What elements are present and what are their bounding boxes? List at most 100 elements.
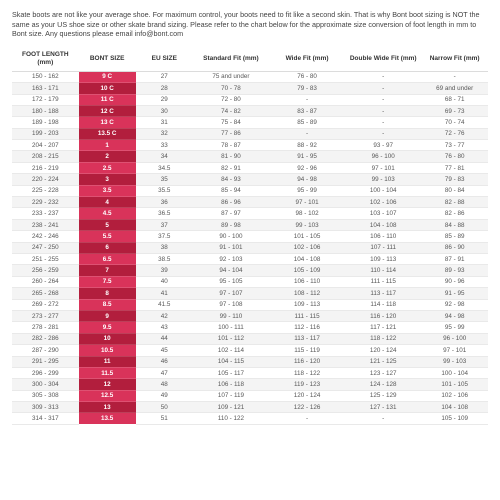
table-row: 180 - 18812 C3074 - 8283 - 87-69 - 73 [12, 105, 488, 116]
table-cell: 91 - 101 [193, 242, 269, 253]
table-cell: 51 [136, 413, 193, 424]
cell-bont-size: 11 [79, 356, 136, 367]
table-cell: 72 - 76 [421, 128, 488, 139]
table-cell: 76 - 80 [421, 151, 488, 162]
table-cell: 104 - 108 [269, 254, 345, 265]
table-cell: 172 - 179 [12, 94, 79, 105]
table-cell: 78 - 87 [193, 140, 269, 151]
table-cell: 42 [136, 310, 193, 321]
table-cell: 75 and under [193, 71, 269, 82]
table-cell: 251 - 255 [12, 254, 79, 265]
table-cell: 81 - 90 [193, 151, 269, 162]
table-cell: 216 - 219 [12, 162, 79, 173]
page-container: Skate boots are not like your average sh… [0, 0, 500, 500]
table-cell: 99 - 103 [421, 356, 488, 367]
cell-bont-size: 9 C [79, 71, 136, 82]
table-cell: 109 - 113 [345, 254, 421, 265]
table-row: 247 - 25063891 - 101102 - 106107 - 11186… [12, 242, 488, 253]
table-cell: 256 - 259 [12, 265, 79, 276]
table-cell: 111 - 115 [345, 276, 421, 287]
table-cell: 102 - 106 [269, 242, 345, 253]
table-row: 256 - 25973994 - 104105 - 109110 - 11489… [12, 265, 488, 276]
cell-bont-size: 11 C [79, 94, 136, 105]
table-cell: 83 - 87 [269, 105, 345, 116]
table-row: 189 - 19813 C3175 - 8485 - 89-70 - 74 [12, 117, 488, 128]
table-cell: 111 - 115 [269, 310, 345, 321]
table-cell: 97 - 107 [193, 288, 269, 299]
table-cell: 94 - 104 [193, 265, 269, 276]
table-cell: 106 - 118 [193, 379, 269, 390]
cell-bont-size: 6 [79, 242, 136, 253]
table-cell: 85 - 89 [421, 231, 488, 242]
table-cell: 118 - 122 [269, 367, 345, 378]
table-cell: 36.5 [136, 208, 193, 219]
table-cell: 76 - 80 [269, 71, 345, 82]
table-cell: - [269, 94, 345, 105]
table-cell: 49 [136, 390, 193, 401]
col-double-wide: Double Wide Fit (mm) [345, 47, 421, 71]
table-cell: 225 - 228 [12, 185, 79, 196]
table-cell: - [345, 71, 421, 82]
table-cell: 127 - 131 [345, 402, 421, 413]
table-cell: 110 - 114 [345, 265, 421, 276]
table-cell: 180 - 188 [12, 105, 79, 116]
table-cell: 189 - 198 [12, 117, 79, 128]
table-cell: 45 [136, 345, 193, 356]
table-cell: 80 - 84 [421, 185, 488, 196]
table-cell: 150 - 162 [12, 71, 79, 82]
table-row: 251 - 2556.538.592 - 103104 - 108109 - 1… [12, 254, 488, 265]
cell-bont-size: 13.5 [79, 413, 136, 424]
table-cell: 85 - 89 [269, 117, 345, 128]
table-cell: 117 - 121 [345, 322, 421, 333]
cell-bont-size: 12 [79, 379, 136, 390]
table-cell: 121 - 125 [345, 356, 421, 367]
table-cell: 269 - 272 [12, 299, 79, 310]
table-cell: 96 - 100 [345, 151, 421, 162]
table-cell: 287 - 290 [12, 345, 79, 356]
cell-bont-size: 6.5 [79, 254, 136, 265]
table-cell: 74 - 82 [193, 105, 269, 116]
table-cell: 95 - 99 [269, 185, 345, 196]
table-cell: - [345, 117, 421, 128]
table-cell: 104 - 115 [193, 356, 269, 367]
col-narrow: Narrow Fit (mm) [421, 47, 488, 71]
table-header: FOOT LENGTH (mm) BONT SIZE EU SIZE Stand… [12, 47, 488, 71]
table-cell: 84 - 93 [193, 174, 269, 185]
table-cell: 34 [136, 151, 193, 162]
table-cell: 247 - 250 [12, 242, 79, 253]
table-cell: 99 - 103 [345, 174, 421, 185]
table-cell: 91 - 95 [269, 151, 345, 162]
table-cell: 90 - 100 [193, 231, 269, 242]
table-cell: 99 - 103 [269, 219, 345, 230]
table-cell: 163 - 171 [12, 83, 79, 94]
table-row: 216 - 2192.534.582 - 9192 - 9697 - 10177… [12, 162, 488, 173]
table-cell: 105 - 109 [421, 413, 488, 424]
cell-bont-size: 11.5 [79, 367, 136, 378]
table-row: 305 - 30812.549107 - 119120 - 124125 - 1… [12, 390, 488, 401]
table-cell: 233 - 237 [12, 208, 79, 219]
table-cell: 100 - 104 [421, 367, 488, 378]
table-cell: 44 [136, 333, 193, 344]
table-row: 273 - 27794299 - 110111 - 115116 - 12094… [12, 310, 488, 321]
table-cell: 97 - 108 [193, 299, 269, 310]
table-row: 296 - 29911.547105 - 117118 - 122123 - 1… [12, 367, 488, 378]
table-cell: 94 - 98 [269, 174, 345, 185]
table-cell: 27 [136, 71, 193, 82]
table-cell: 229 - 232 [12, 197, 79, 208]
table-row: 225 - 2283.535.585 - 9495 - 99100 - 1048… [12, 185, 488, 196]
table-cell: - [345, 105, 421, 116]
table-cell: 112 - 116 [269, 322, 345, 333]
table-cell: 120 - 124 [345, 345, 421, 356]
table-cell: 97 - 101 [421, 345, 488, 356]
table-row: 291 - 2951146104 - 115116 - 120121 - 125… [12, 356, 488, 367]
table-row: 238 - 24153789 - 9899 - 103104 - 10884 -… [12, 219, 488, 230]
table-cell: 41 [136, 288, 193, 299]
table-row: 172 - 17911 C2972 - 80--68 - 71 [12, 94, 488, 105]
table-cell: 104 - 108 [345, 219, 421, 230]
table-cell: 84 - 88 [421, 219, 488, 230]
table-cell: - [345, 83, 421, 94]
table-cell: 123 - 127 [345, 367, 421, 378]
table-cell: 282 - 286 [12, 333, 79, 344]
table-row: 208 - 21523481 - 9091 - 9596 - 10076 - 8… [12, 151, 488, 162]
table-cell: 108 - 112 [269, 288, 345, 299]
